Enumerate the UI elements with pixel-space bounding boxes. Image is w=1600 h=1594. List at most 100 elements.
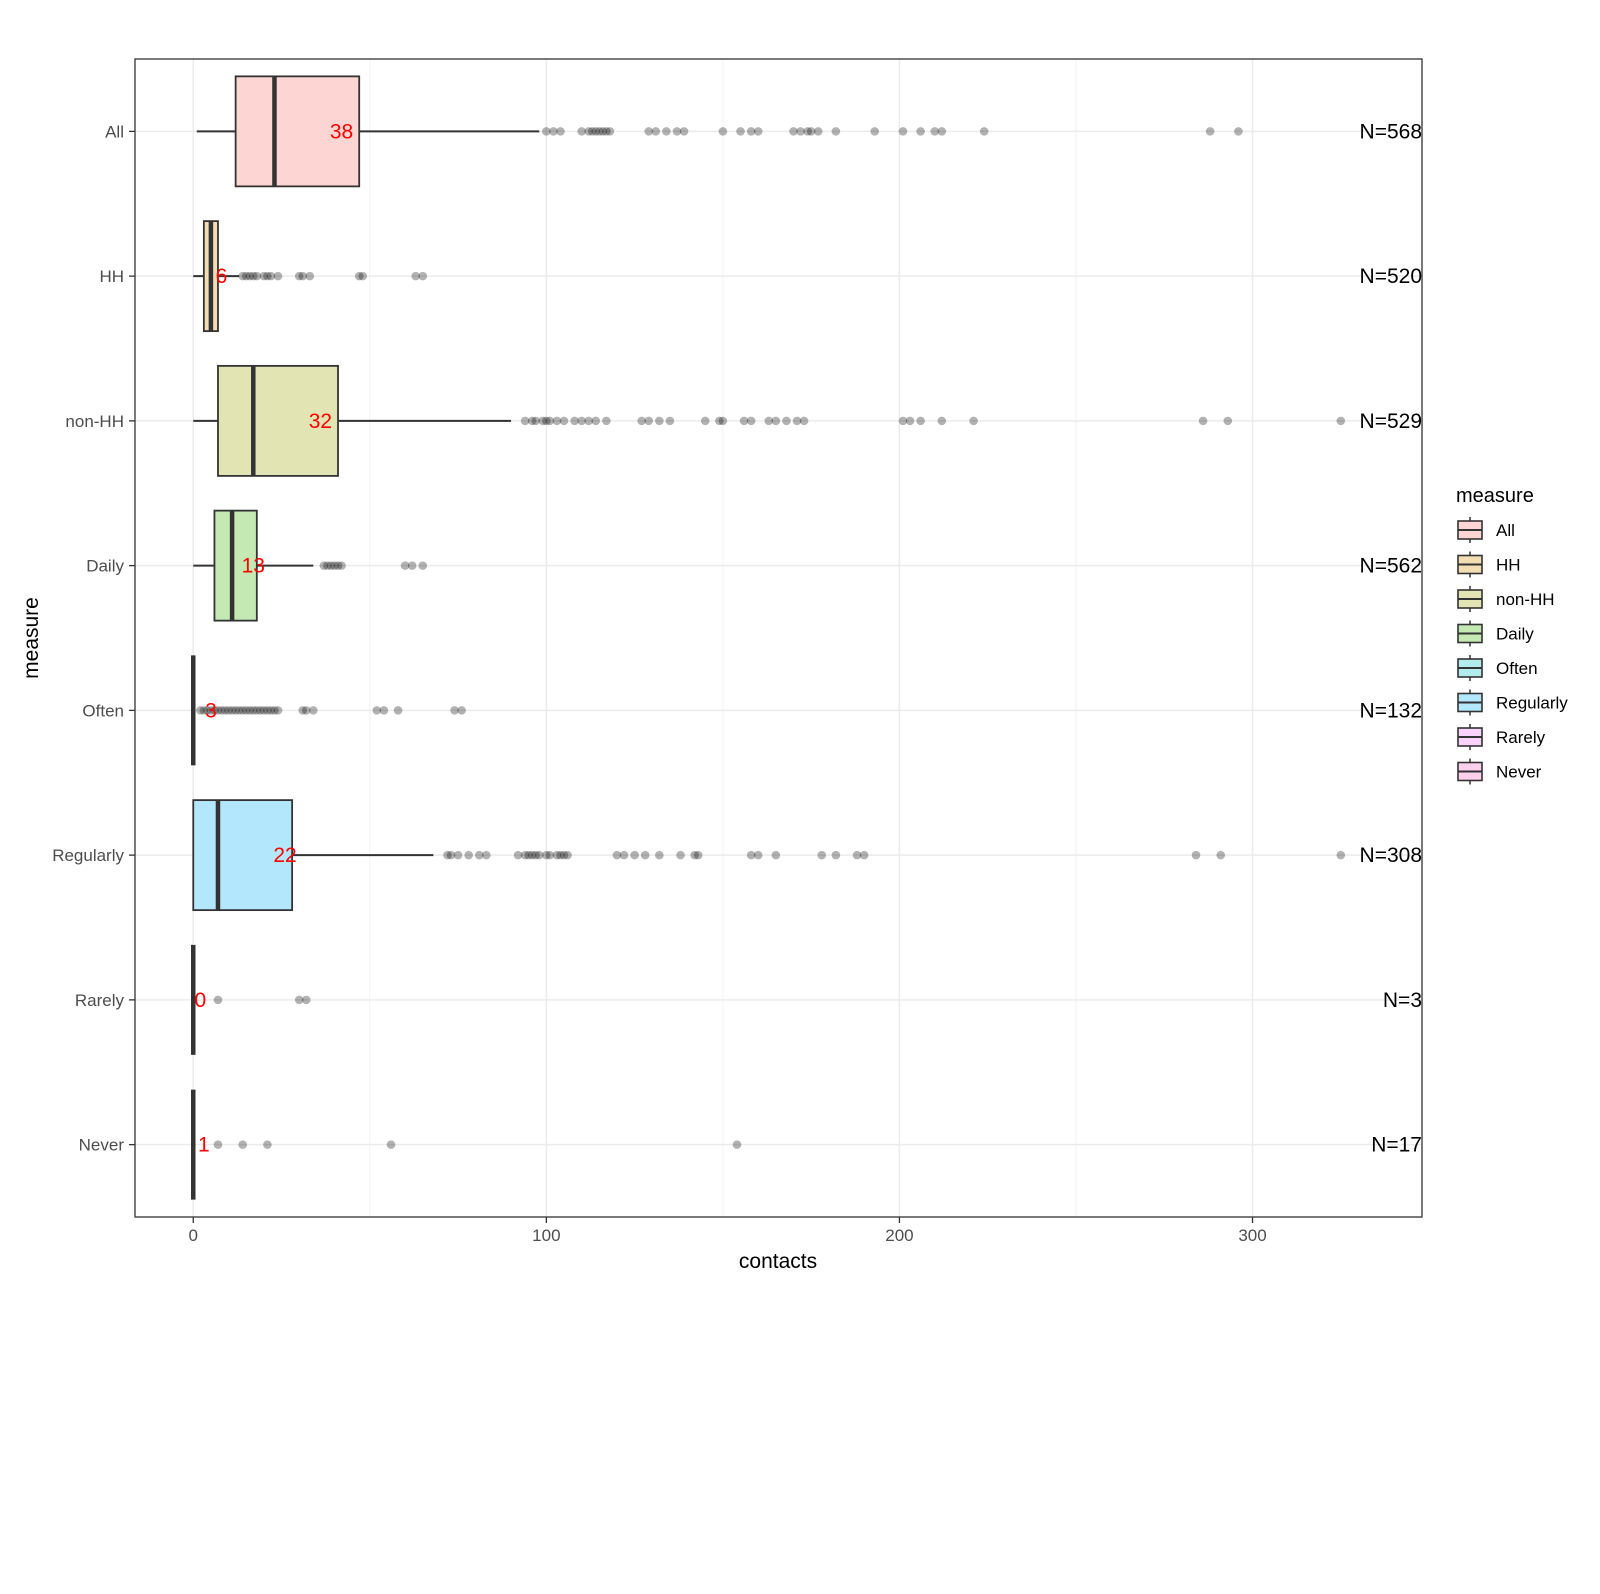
outlier-point xyxy=(782,416,791,426)
outlier-point xyxy=(602,127,611,136)
outlier-point xyxy=(651,127,661,136)
outlier-point xyxy=(450,706,459,715)
outlier-point xyxy=(905,416,915,426)
outlier-point xyxy=(545,850,555,860)
outlier-point xyxy=(238,271,247,281)
outlier-point xyxy=(898,127,908,136)
outlier-point xyxy=(266,706,276,715)
outlier-point xyxy=(210,706,219,715)
outlier-point xyxy=(330,561,339,570)
outlier-point xyxy=(241,706,251,715)
outlier-point xyxy=(407,561,417,570)
box-group-all xyxy=(196,75,1243,188)
box-group-non-hh xyxy=(193,364,1346,477)
n-count-label: N=529 xyxy=(1360,410,1422,433)
outlier-point xyxy=(206,706,216,715)
outlier-point xyxy=(736,127,745,136)
axis-layer: 0 100 200 300 All HH non-HH Daily Often Regularly… xyxy=(52,122,1267,1245)
outlier-point xyxy=(570,416,579,426)
legend-label: HH xyxy=(1496,556,1521,575)
mean-label: 32 xyxy=(309,410,332,433)
mean-label: 1 xyxy=(198,1134,210,1157)
outlier-point xyxy=(319,561,329,570)
legend-item-regularly: Regularly xyxy=(1456,688,1568,717)
outlier-point xyxy=(273,706,283,715)
outlier-point xyxy=(612,850,622,860)
outlier-point xyxy=(411,271,421,281)
y-axis-title: measure xyxy=(20,597,43,679)
outlier-point xyxy=(1336,416,1346,426)
n-count-label: N=132 xyxy=(1360,699,1422,722)
outlier-point xyxy=(457,706,466,715)
x-tick-label: 100 xyxy=(532,1226,560,1245)
plot-border xyxy=(134,58,1423,1218)
outlier-point xyxy=(241,271,251,281)
outlier-point xyxy=(531,416,541,426)
outlier-point xyxy=(598,127,608,136)
outlier-point xyxy=(771,416,781,426)
legend-label: Regularly xyxy=(1496,694,1568,713)
outlier-point xyxy=(595,127,604,136)
outlier-point xyxy=(746,850,756,860)
outlier-point xyxy=(520,416,530,426)
outlier-point xyxy=(513,850,523,860)
outlier-point xyxy=(418,271,428,281)
outlier-point xyxy=(301,706,311,715)
outlier-point xyxy=(263,706,272,715)
outlier-point xyxy=(545,416,555,426)
outlier-point xyxy=(732,1140,742,1149)
outlier-point xyxy=(259,706,269,715)
box-layer xyxy=(191,75,1346,1200)
n-count-label: N=17 xyxy=(1371,1134,1422,1157)
legend-item-non-hh: non-HH xyxy=(1456,585,1555,613)
outlier-point xyxy=(542,416,551,426)
outlier-point xyxy=(549,127,558,136)
outlier-point xyxy=(1191,850,1201,860)
box-group-rarely xyxy=(191,944,311,1055)
outlier-point xyxy=(474,850,484,860)
legend-label: Daily xyxy=(1496,625,1534,644)
outlier-point xyxy=(196,706,205,715)
legend-item-rarely: Rarely xyxy=(1456,723,1546,751)
box-group-daily xyxy=(193,509,428,622)
outlier-point xyxy=(870,127,880,136)
outlier-point xyxy=(1216,850,1226,860)
outlier-point xyxy=(213,706,223,715)
legend-label: All xyxy=(1496,521,1515,540)
outlier-point xyxy=(690,850,699,860)
y-tick-label: Regularly xyxy=(52,846,124,865)
outlier-point xyxy=(789,127,798,136)
box-iqr xyxy=(217,364,339,477)
outlier-point xyxy=(1223,416,1233,426)
outlier-point xyxy=(969,416,978,426)
outlier-point xyxy=(482,850,491,860)
box-iqr xyxy=(234,75,361,188)
outlier-point xyxy=(792,416,802,426)
outlier-point xyxy=(672,127,682,136)
outlier-point xyxy=(326,561,336,570)
x-tick-label: 200 xyxy=(885,1226,913,1245)
outlier-point xyxy=(584,416,594,426)
legend-label: Never xyxy=(1496,763,1542,782)
legend-label: Rarely xyxy=(1496,728,1546,747)
outlier-point xyxy=(248,706,258,715)
outlier-point xyxy=(245,271,255,281)
grid-lines xyxy=(135,59,1422,1217)
outlier-point xyxy=(771,850,781,860)
outlier-point xyxy=(333,561,343,570)
outlier-point xyxy=(559,850,569,860)
outlier-point xyxy=(1205,127,1215,136)
outlier-point xyxy=(418,561,428,570)
outlier-point xyxy=(591,416,601,426)
outlier-point xyxy=(224,706,233,715)
mean-label: 13 xyxy=(242,555,265,578)
box-group-hh xyxy=(193,220,428,333)
outlier-point xyxy=(799,416,809,426)
outlier-point xyxy=(584,127,594,136)
outlier-point xyxy=(979,127,989,136)
outlier-point xyxy=(831,850,841,860)
outlier-point xyxy=(715,416,724,426)
outlier-point xyxy=(700,416,710,426)
n-count-label: N=562 xyxy=(1360,555,1422,578)
